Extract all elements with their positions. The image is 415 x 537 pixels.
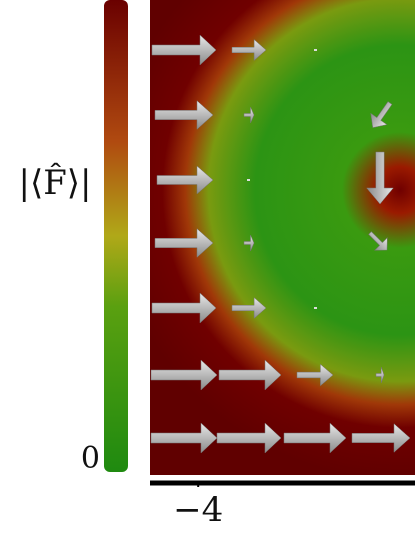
arrow [154, 100, 214, 130]
arrow [314, 49, 317, 51]
arrow [296, 363, 334, 387]
arrow [216, 422, 282, 454]
field-map [150, 0, 415, 475]
colorbar [104, 0, 128, 472]
arrow [151, 34, 217, 66]
arrow [368, 231, 388, 251]
arrow [156, 165, 214, 195]
colorbar-label: |⟨F̂⟩| [18, 162, 91, 203]
arrow [370, 101, 393, 128]
arrow [231, 297, 267, 319]
arrow [283, 422, 347, 454]
arrow [151, 292, 217, 324]
arrow [231, 39, 267, 61]
arrow [314, 307, 317, 309]
arrow [366, 151, 394, 205]
arrow [375, 366, 385, 384]
arrow [218, 359, 282, 391]
colorbar-tick-label: 0 [81, 441, 100, 476]
arrow [150, 422, 218, 454]
arrows [150, 34, 411, 454]
arrow [247, 179, 250, 181]
arrow [150, 359, 218, 391]
arrow [154, 228, 214, 258]
arrow [243, 234, 255, 252]
arrow [243, 106, 255, 124]
arrow [351, 423, 411, 453]
x-tick-label: −4 [173, 490, 223, 530]
